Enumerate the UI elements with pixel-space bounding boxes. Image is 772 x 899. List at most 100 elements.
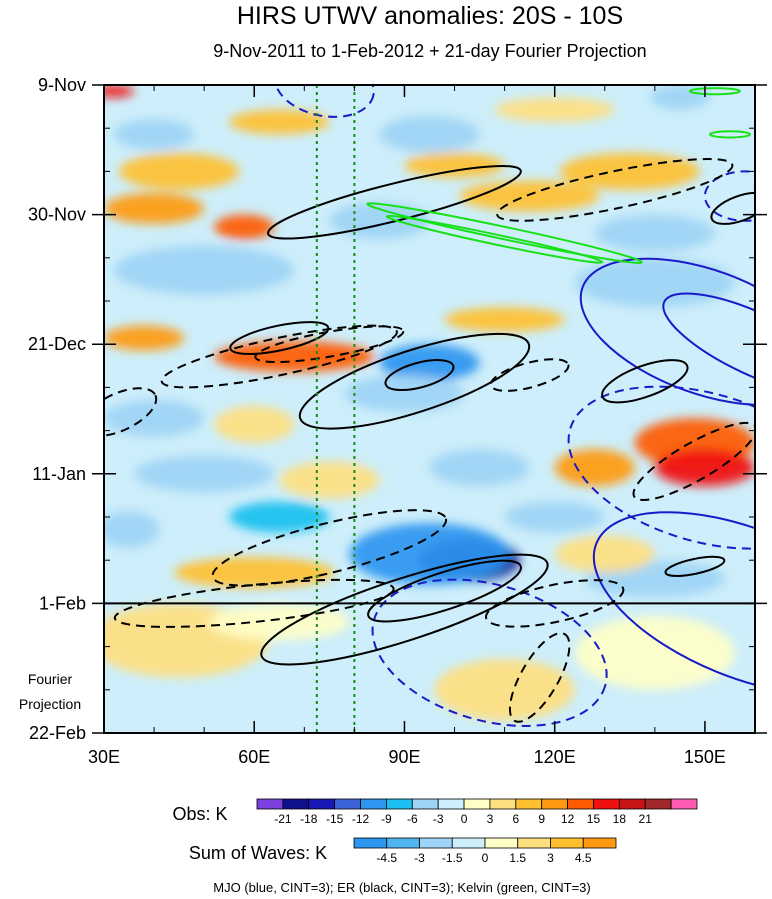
anomaly-blob [104,399,205,437]
anomaly-blob [434,658,575,721]
anomaly-blob [559,152,700,190]
obs-colorbar-tick-label: -3 [433,812,444,826]
anomaly-blob [349,523,510,585]
wave-colorbar-tick-label: -3 [414,851,425,865]
obs-colorbar-tick-label: -12 [352,812,370,826]
obs-colorbar-tick-label: -15 [326,812,344,826]
obs-colorbar-swatch [282,798,310,810]
x-axis: 30E 60E 90E 120E 150E [88,85,756,767]
obs-colorbar-swatch [463,798,491,810]
kelvin-contour [366,202,643,264]
mjo-contour [273,85,375,118]
anomaly-blob [209,603,350,641]
fourier-label-line1: Fourier [28,671,73,687]
obs-colorbar-tick-label: -21 [274,812,292,826]
fourier-label-line2: Projection [19,696,81,712]
reference-lines [315,85,356,733]
anomaly-blob [229,109,330,135]
kelvin-contour [688,87,741,96]
anomaly-blob [134,455,275,493]
y-tick-label: 21-Dec [28,334,86,354]
wave-contours [104,85,755,727]
x-tick-label: 60E [238,747,270,767]
x-tick-label: 150E [684,747,726,767]
anomaly-blob [104,85,135,98]
x-tick-label: 90E [388,747,420,767]
obs-colorbar-swatch [437,798,465,810]
er-contour [104,387,158,437]
obs-colorbar-swatch [515,798,543,810]
x-tick-label: 30E [88,747,120,767]
er-contour [113,578,395,628]
mjo-contour [592,511,755,696]
obs-colorbar-tick-label: 18 [613,812,627,826]
obs-colorbar-swatch [489,798,517,810]
er-contour [384,359,455,392]
mjo-contour [567,385,755,550]
obs-colorbar-tick-label: 12 [561,812,575,826]
anomaly-blob [214,405,295,443]
obs-colorbar-swatch [256,798,284,810]
y-tick-label: 9-Nov [38,75,86,95]
wave-colorbar-tick-label: 4.5 [575,851,592,865]
obs-colorbar-swatch [567,798,594,810]
chart-title: HIRS UTWV anomalies: 20S - 10S [237,2,623,30]
er-contour [632,421,755,502]
obs-colorbar-swatch [360,798,387,810]
obs-colorbar-swatch [541,798,568,810]
chart-footer: MJO (blue, CINT=3); ER (black, CINT=3); … [213,880,590,895]
er-contour [229,321,330,355]
wave-colorbar-tick-label: 3 [547,851,554,865]
plot-area [104,85,755,733]
plot-frame [103,84,756,734]
obs-colorbar-swatch [618,798,646,810]
anomaly-blob [504,501,605,533]
y-tick-label: 1-Feb [39,593,86,613]
wave-colorbar-swatch [582,837,617,849]
er-contour [710,191,755,225]
anomaly-blob [344,375,465,413]
wave-colorbar-swatch [419,837,453,849]
obs-colorbar-tick-label: -6 [407,812,418,826]
wave-colorbar-tick-label: 0 [482,851,489,865]
anomaly-blob [104,325,185,351]
anomaly-blob [114,118,195,150]
obs-colorbar-tick-label: 3 [487,812,494,826]
anomaly-blob [119,152,240,190]
obs-colorbar: -21 -18 -15 -12 -9 -6 -3 0 3 6 9 12 15 18 21 [256,798,698,826]
wave-colorbar-tick-label: 1.5 [509,851,526,865]
anomaly-blob [654,449,755,487]
anomaly-blob [379,115,480,153]
anomaly-blob [594,214,715,252]
wave-colorbar-swatch [550,837,584,849]
er-contour [508,632,571,723]
obs-colorbar-label: Obs: K [172,804,227,824]
mjo-contour [579,257,755,406]
anomaly-blob [214,214,275,240]
mjo-contour [662,292,755,396]
obs-colorbar-swatch [593,798,620,810]
anomaly-blob [494,97,615,123]
anomaly-blob [374,245,535,295]
obs-colorbar-tick-label: -18 [300,812,318,826]
anomaly-blob [114,245,295,295]
y-axis: 9-Nov 30-Nov 21-Dec 11-Jan 1-Feb 22-Feb [28,75,767,743]
x-tick-label: 120E [534,747,576,767]
anomaly-blob [404,152,505,178]
anomaly-blob [104,510,160,548]
anomaly-blob [554,535,655,573]
y-tick-label: 11-Jan [32,464,86,484]
wave-colorbar-swatch [484,837,519,849]
wave-colorbar: -4.5 -3 -1.5 0 1.5 3 4.5 [353,837,617,865]
er-contour [267,164,522,240]
obs-colorbar-tick-label: 6 [512,812,519,826]
anomaly-blob [329,202,430,240]
obs-colorbar-tick-label: 9 [538,812,545,826]
anomaly-blob [649,85,710,110]
kelvin-contour [708,130,751,139]
obs-colorbar-tick-label: 21 [639,812,653,826]
anomaly-blob [214,341,375,372]
obs-colorbar-swatch [386,798,413,810]
wave-colorbar-tick-label: -1.5 [442,851,463,865]
